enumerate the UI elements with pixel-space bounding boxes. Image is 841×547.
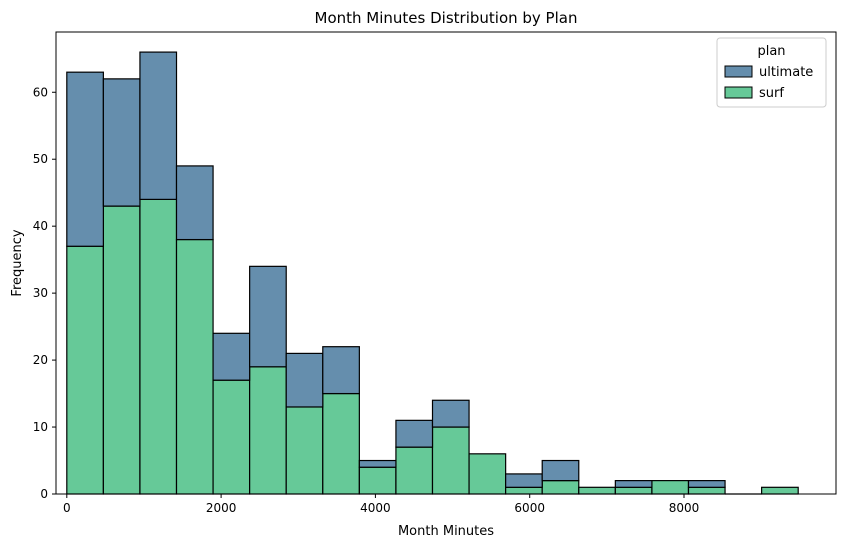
bar-surf-8 (358, 466, 397, 495)
bar-ultimate-13 (541, 459, 580, 482)
bar-surf-14 (578, 486, 616, 495)
bar-surf-1 (102, 205, 141, 495)
bar-surf-13 (541, 480, 580, 495)
legend-label-ultimate: ultimate (759, 65, 813, 80)
bar-surf-3 (175, 238, 214, 495)
bar-ultimate-0 (66, 71, 104, 247)
y-tick-label: 20 (33, 353, 48, 367)
bar-surf-7 (322, 392, 360, 495)
x-axis-label: Month Minutes (398, 524, 494, 539)
bar-ultimate-4 (212, 332, 251, 381)
bar-ultimate-8 (358, 459, 397, 468)
bar-surf-10 (431, 426, 470, 495)
bars-layer (66, 51, 799, 495)
y-tick-label: 60 (33, 85, 48, 99)
x-tick-label: 4000 (360, 501, 391, 515)
bar-ultimate-17 (687, 480, 726, 488)
bar-surf-17 (687, 486, 726, 495)
plot-frame (55, 31, 837, 495)
y-tick-label: 50 (33, 152, 48, 166)
bar-surf-6 (285, 406, 324, 495)
x-tick-label: 8000 (669, 501, 700, 515)
x-tick-label: 2000 (206, 501, 237, 515)
y-axis-ticks: 0 10 20 30 40 50 60 (33, 85, 56, 501)
y-tick-label: 10 (33, 420, 48, 434)
bar-ultimate-12 (505, 473, 543, 488)
chart-title: Month Minutes Distribution by Plan (315, 9, 578, 27)
bar-ultimate-6 (285, 352, 324, 408)
bar-surf-9 (395, 446, 434, 495)
bar-ultimate-3 (175, 165, 214, 241)
x-tick-label: 6000 (514, 501, 545, 515)
y-tick-label: 40 (33, 219, 48, 233)
legend-swatch-surf (724, 86, 753, 99)
bar-ultimate-1 (102, 78, 141, 207)
bar-ultimate-10 (431, 399, 470, 428)
bar-surf-11 (468, 453, 507, 495)
legend: plan ultimate surf (716, 37, 827, 108)
y-tick-label: 0 (40, 487, 48, 501)
bar-surf-19 (761, 486, 799, 495)
legend-swatch-ultimate (724, 65, 753, 78)
bar-surf-4 (212, 379, 251, 495)
bar-surf-15 (614, 486, 653, 495)
bar-ultimate-2 (139, 51, 178, 200)
bar-surf-12 (505, 486, 543, 495)
bar-ultimate-7 (322, 346, 360, 395)
bar-ultimate-9 (395, 419, 434, 448)
x-tick-label: 0 (63, 501, 71, 515)
bar-ultimate-15 (614, 480, 653, 488)
legend-label-surf: surf (759, 86, 784, 101)
y-tick-label: 30 (33, 286, 48, 300)
legend-title: plan (757, 44, 785, 59)
bar-surf-2 (139, 198, 178, 495)
bar-ultimate-5 (249, 265, 287, 368)
bar-surf-0 (66, 245, 104, 495)
bar-surf-5 (249, 366, 287, 495)
x-axis-ticks: 0 2000 4000 6000 8000 (63, 494, 699, 515)
bar-surf-16 (651, 480, 690, 495)
y-axis-label: Frequency (10, 229, 25, 296)
